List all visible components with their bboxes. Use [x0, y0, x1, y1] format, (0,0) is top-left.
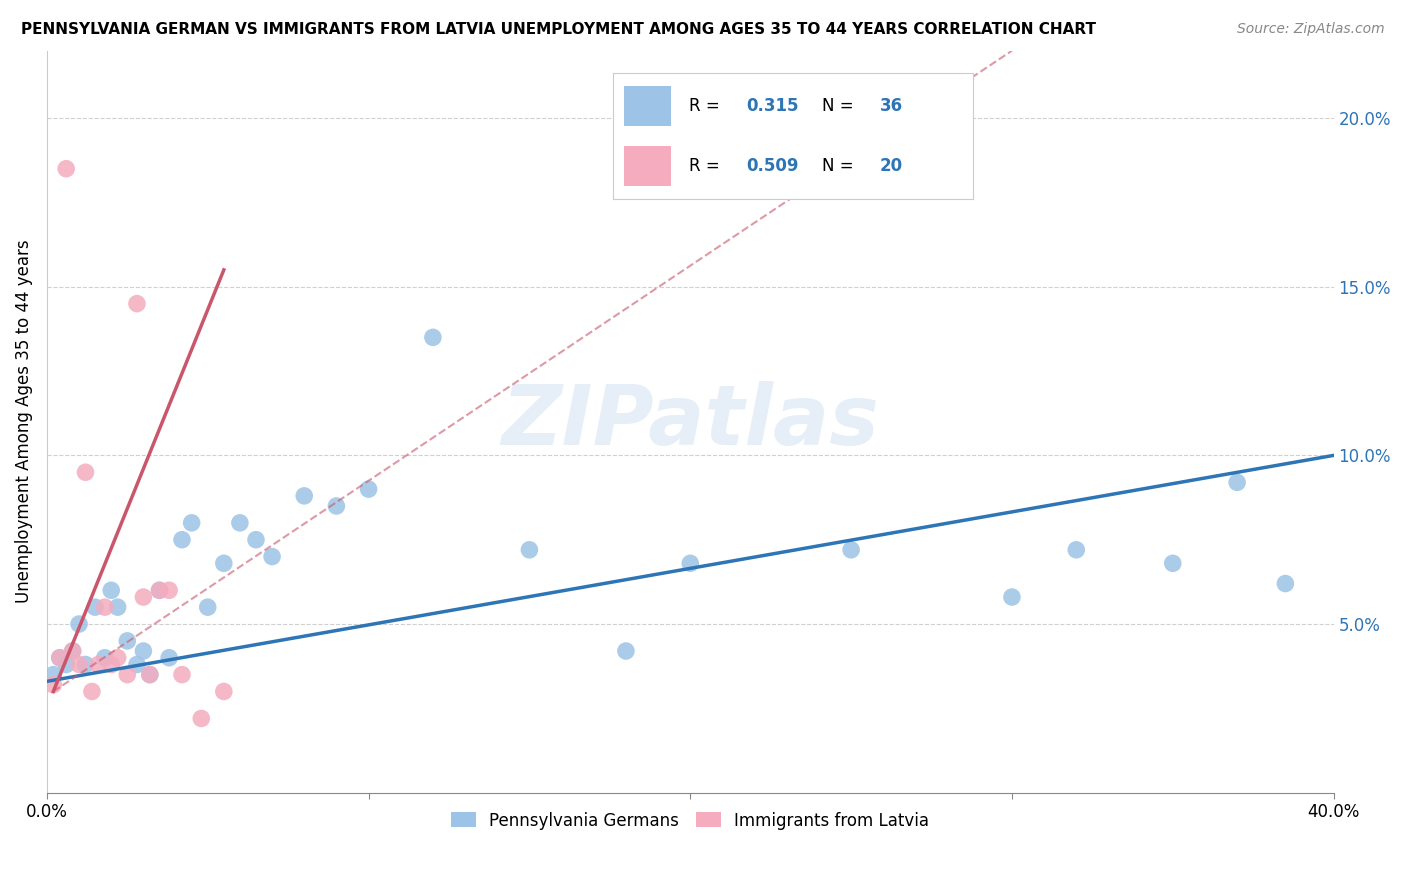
Point — [1064, 542, 1087, 557]
Point — [170, 533, 193, 547]
Point — [62, 644, 84, 658]
Point — [117, 667, 139, 681]
Point — [107, 650, 129, 665]
Y-axis label: Unemployment Among Ages 35 to 44 years: Unemployment Among Ages 35 to 44 years — [15, 240, 32, 604]
Point — [67, 617, 90, 632]
Point — [139, 667, 162, 681]
Point — [49, 650, 72, 665]
Text: ZIPatlas: ZIPatlas — [502, 381, 879, 462]
Point — [42, 667, 65, 681]
Point — [180, 516, 202, 530]
Point — [212, 684, 235, 698]
Point — [157, 583, 180, 598]
Point — [212, 557, 235, 571]
Point — [170, 667, 193, 681]
Point — [197, 600, 219, 615]
Point — [132, 644, 155, 658]
Point — [84, 600, 107, 615]
Point — [679, 557, 702, 571]
Text: PENNSYLVANIA GERMAN VS IMMIGRANTS FROM LATVIA UNEMPLOYMENT AMONG AGES 35 TO 44 Y: PENNSYLVANIA GERMAN VS IMMIGRANTS FROM L… — [21, 22, 1097, 37]
Point — [357, 482, 380, 496]
Point — [132, 590, 155, 604]
Point — [55, 161, 77, 176]
Point — [1274, 576, 1296, 591]
Point — [80, 684, 103, 698]
Point — [839, 542, 862, 557]
Point — [262, 549, 284, 564]
Point — [107, 600, 129, 615]
Point — [1226, 475, 1249, 490]
Point — [100, 583, 122, 598]
Point — [125, 296, 148, 310]
Point — [1001, 590, 1024, 604]
Point — [148, 583, 170, 598]
Legend: Pennsylvania Germans, Immigrants from Latvia: Pennsylvania Germans, Immigrants from La… — [444, 805, 936, 837]
Point — [157, 650, 180, 665]
Point — [117, 633, 139, 648]
Point — [100, 657, 122, 672]
Point — [190, 711, 212, 725]
Point — [94, 600, 117, 615]
Point — [519, 542, 541, 557]
Point — [292, 489, 315, 503]
Point — [125, 657, 148, 672]
Text: Source: ZipAtlas.com: Source: ZipAtlas.com — [1237, 22, 1385, 37]
Point — [62, 644, 84, 658]
Point — [1161, 557, 1184, 571]
Point — [139, 667, 162, 681]
Point — [422, 330, 444, 344]
Point — [325, 499, 347, 513]
Point — [245, 533, 267, 547]
Point — [229, 516, 252, 530]
Point — [75, 465, 97, 479]
Point — [148, 583, 170, 598]
Point — [67, 657, 90, 672]
Point — [49, 650, 72, 665]
Point — [614, 644, 637, 658]
Point — [42, 678, 65, 692]
Point — [94, 650, 117, 665]
Point — [55, 657, 77, 672]
Point — [87, 657, 110, 672]
Point — [75, 657, 97, 672]
